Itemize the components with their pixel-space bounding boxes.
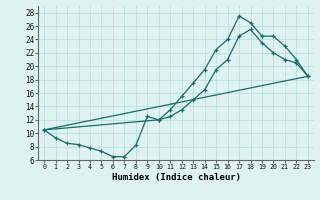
X-axis label: Humidex (Indice chaleur): Humidex (Indice chaleur): [111, 173, 241, 182]
